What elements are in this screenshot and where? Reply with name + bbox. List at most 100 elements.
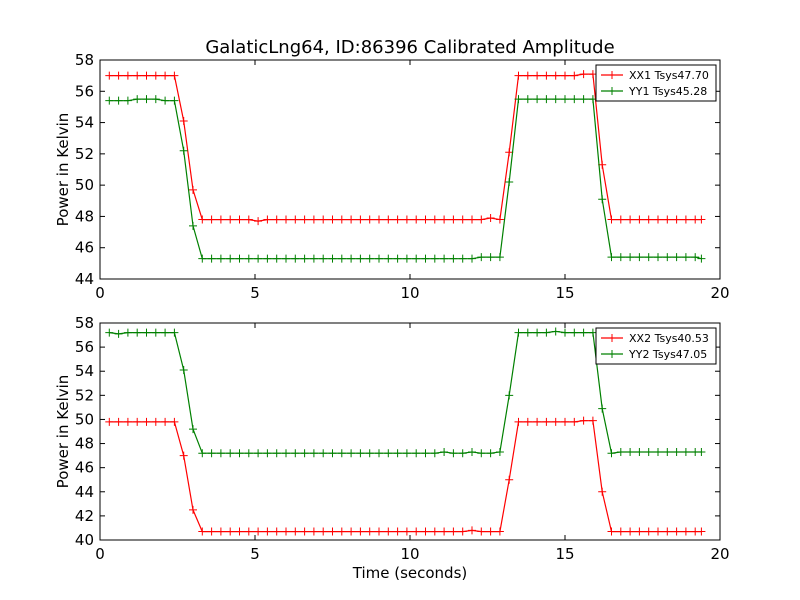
data-point [477,215,486,224]
data-point [198,527,207,536]
data-point [189,505,197,514]
data-point [123,96,132,105]
data-point [226,527,235,536]
x-tick-label: 5 [250,545,260,563]
legend-label: YY1 Tsys45.28 [628,85,707,98]
data-point [384,449,393,458]
data-point [198,215,207,224]
data-point [514,71,523,80]
data-point [198,254,207,263]
y-tick-label: 56 [75,338,94,356]
data-point [263,254,272,263]
series-markers-1-0 [105,416,706,536]
data-point [300,215,309,224]
data-point [235,449,244,458]
data-point [542,417,551,426]
data-point [440,527,449,536]
data-point [477,527,486,536]
data-point [114,417,123,426]
data-point [319,215,328,224]
data-point [561,417,569,426]
data-point [309,215,318,224]
data-point [681,527,690,536]
y-tick-label: 56 [75,82,94,100]
data-point [654,527,662,536]
data-point [616,447,625,456]
data-point [421,527,430,536]
data-point [151,71,160,80]
data-point [486,213,495,222]
data-point [672,215,681,224]
data-point [151,328,160,337]
y-tick-label: 52 [75,386,94,404]
data-point [282,449,290,458]
data-point [505,148,514,157]
data-point [402,215,411,224]
data-point [375,527,383,536]
data-point [505,475,514,484]
data-point [235,254,244,263]
data-point [254,527,263,536]
data-point [468,215,476,224]
data-point [514,417,523,426]
data-point [697,215,706,224]
data-point [542,95,551,104]
data-point [309,254,318,263]
data-point [681,447,690,456]
data-point [179,451,188,460]
data-point [402,449,411,458]
data-point [449,449,458,458]
data-point [635,527,644,536]
data-point [142,328,151,337]
data-point [235,215,244,224]
data-point [244,215,253,224]
data-point [542,71,551,80]
data-point [328,449,337,458]
data-point [337,449,346,458]
data-point [328,215,337,224]
y-tick-label: 48 [75,207,94,225]
data-point [551,327,560,336]
data-point [477,253,486,262]
data-point [337,527,346,536]
data-point [365,215,374,224]
x-tick-label: 0 [95,545,105,563]
bottom-panel: 0 5 10 15 20 40 42 44 46 48 50 52 54 56 58 Power in Kel… [54,314,730,563]
data-point [468,526,476,535]
data-point [579,95,588,104]
data-point [105,417,114,426]
y-tick-label: 46 [75,459,94,477]
data-point [375,254,383,263]
data-point [635,253,644,262]
data-point [300,449,309,458]
data-point [105,71,114,80]
data-point [663,215,672,224]
data-point [123,328,132,337]
data-point [254,449,263,458]
data-point [170,71,179,80]
data-point [551,71,560,80]
data-point [412,449,421,458]
data-point [244,527,253,536]
data-point [430,254,439,263]
data-point [282,527,290,536]
data-point [402,527,411,536]
data-point [272,527,281,536]
data-point [697,527,706,536]
data-point [393,527,402,536]
data-point [654,215,662,224]
data-point [579,70,588,79]
data-point [375,449,383,458]
data-point [254,217,263,226]
data-point [430,527,439,536]
data-point [654,253,662,262]
data-point [551,95,560,104]
data-point [291,215,300,224]
data-point [300,527,309,536]
data-point [282,215,290,224]
data-point [114,96,123,105]
data-point [272,449,281,458]
data-point [644,447,653,456]
data-point [626,527,635,536]
